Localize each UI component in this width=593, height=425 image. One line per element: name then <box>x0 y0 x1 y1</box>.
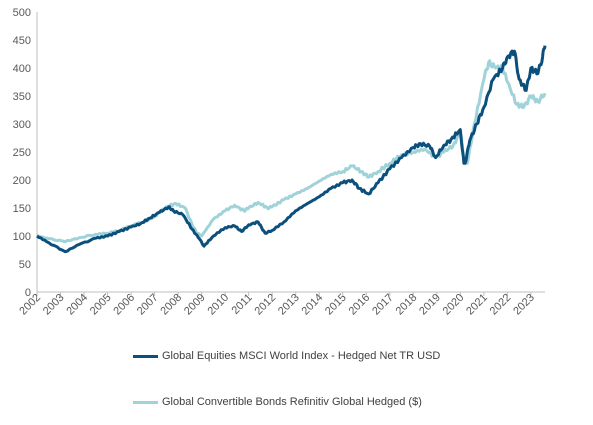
x-tick-label: 2016 <box>347 292 373 318</box>
x-tick-label: 2013 <box>276 292 302 318</box>
x-tick-label: 2011 <box>230 292 255 317</box>
y-tick-label: 250 <box>13 147 31 159</box>
y-tick-label: 0 <box>25 287 31 299</box>
legend-swatch-convertibles <box>133 401 158 404</box>
x-tick-label: 2023 <box>511 292 537 318</box>
x-tick-label: 2018 <box>394 292 420 318</box>
y-tick-label: 50 <box>19 259 31 271</box>
x-tick-label: 2004 <box>64 292 90 318</box>
x-tick-label: 2006 <box>111 292 137 318</box>
x-tick-label: 2010 <box>205 292 231 318</box>
y-tick-label: 150 <box>13 203 31 215</box>
legend-swatch-equities <box>133 355 158 358</box>
x-tick-label: 2012 <box>253 292 279 318</box>
y-tick-label: 100 <box>13 231 31 243</box>
y-tick-label: 350 <box>13 91 31 103</box>
x-tick-label: 2022 <box>488 292 514 318</box>
y-tick-label: 200 <box>13 175 31 187</box>
y-tick-label: 500 <box>13 7 31 19</box>
x-tick-label: 2014 <box>300 292 326 318</box>
x-tick-label: 2015 <box>323 292 349 318</box>
x-tick-label: 2020 <box>441 292 467 318</box>
x-tick-label: 2005 <box>88 292 114 318</box>
y-tick-label: 300 <box>13 119 31 131</box>
x-tick-label: 2017 <box>370 292 396 318</box>
series-line-equities <box>36 45 547 254</box>
x-tick-label: 2003 <box>41 292 67 318</box>
x-tick-label: 2008 <box>158 292 184 318</box>
x-tick-label: 2007 <box>135 292 161 318</box>
legend-label-convertibles: Global Convertible Bonds Refinitiv Globa… <box>162 396 422 408</box>
x-tick-label: 2002 <box>17 292 43 318</box>
x-tick-label: 2019 <box>417 292 443 318</box>
x-tick-label: 2021 <box>464 292 490 318</box>
y-tick-label: 450 <box>13 35 31 47</box>
x-tick-label: 2009 <box>182 292 208 318</box>
legend-label-equities: Global Equities MSCI World Index - Hedge… <box>162 350 441 362</box>
y-tick-label: 400 <box>13 63 31 75</box>
